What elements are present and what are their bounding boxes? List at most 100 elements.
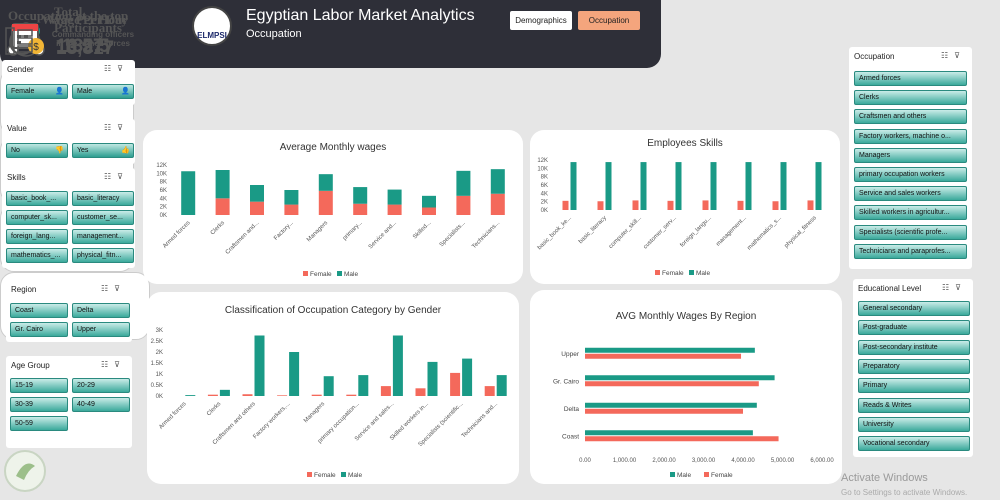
bar-male bbox=[185, 395, 196, 396]
page-subtitle: Occupation bbox=[246, 28, 302, 40]
education-chip[interactable]: Vocational secondary bbox=[858, 436, 970, 452]
age-chip[interactable]: 30-39 bbox=[10, 397, 68, 412]
occupation-chip[interactable]: Technicians and paraprofes... bbox=[854, 243, 967, 259]
x-tick-label: 5,000.00 bbox=[771, 458, 795, 464]
skill-chip[interactable]: management... bbox=[72, 229, 134, 244]
occupation-button[interactable]: Occupation bbox=[578, 11, 640, 30]
occupation-chip[interactable]: Managers bbox=[854, 147, 967, 163]
education-chip[interactable]: Post-secondary institute bbox=[858, 339, 970, 355]
region-chip[interactable]: Coast bbox=[10, 303, 68, 318]
multi-select-icon[interactable]: ☷ bbox=[103, 172, 118, 181]
education-chip[interactable]: Preparatory bbox=[858, 358, 970, 374]
education-chip[interactable]: Primary bbox=[858, 378, 970, 394]
x-tick-label: basic_book_ke... bbox=[537, 215, 573, 251]
header-banner: ELMPSI Egyptian Labor Market Analytics O… bbox=[0, 0, 661, 68]
skill-chip[interactable]: computer_sk... bbox=[6, 210, 68, 225]
education-chip[interactable]: General secondary bbox=[858, 301, 970, 316]
age-chip[interactable]: 50-59 bbox=[10, 416, 68, 431]
age-chip[interactable]: 20-29 bbox=[72, 378, 130, 393]
demographics-button[interactable]: Demographics bbox=[510, 11, 572, 30]
slicer-value: Value ☷⊽ No 👎 Yes 👍 bbox=[2, 119, 135, 164]
skill-chip[interactable]: foreign_lang... bbox=[6, 229, 68, 244]
slicer-tools: ☷⊽ bbox=[104, 123, 129, 132]
legend-swatch bbox=[670, 472, 675, 477]
occupation-chip[interactable]: Armed forces bbox=[854, 71, 967, 86]
x-tick-label: 3,000.00 bbox=[692, 458, 716, 464]
svg-text:$: $ bbox=[33, 42, 39, 53]
logo-text: ELMPSI bbox=[197, 31, 227, 40]
slicer-tools: ☷⊽ bbox=[942, 283, 967, 292]
skill-chip[interactable]: basic_literacy bbox=[72, 191, 134, 206]
bar-male bbox=[318, 174, 333, 191]
bar-female bbox=[318, 190, 333, 215]
region-chip[interactable]: Upper bbox=[72, 322, 130, 337]
occupation-chip[interactable]: Factory workers, machine o... bbox=[854, 128, 967, 144]
skill-chip[interactable]: physical_fitn... bbox=[72, 248, 134, 263]
slicer-tools: ☷⊽ bbox=[101, 284, 126, 293]
bar-female bbox=[380, 386, 391, 396]
multi-select-icon[interactable]: ☷ bbox=[940, 51, 955, 60]
occupation-chip[interactable]: Skilled workers in agricultur... bbox=[854, 205, 967, 221]
y-tick-label: Coast bbox=[562, 433, 579, 440]
skill-chip[interactable]: basic_book_... bbox=[6, 191, 68, 206]
multi-select-icon[interactable]: ☷ bbox=[100, 284, 115, 293]
region-chip[interactable]: Delta bbox=[72, 303, 130, 318]
activate-windows-title: Activate Windows bbox=[841, 472, 928, 484]
bar-male bbox=[675, 162, 682, 210]
clear-filter-icon[interactable]: ⊽ bbox=[954, 51, 966, 60]
clear-filter-icon[interactable]: ⊽ bbox=[117, 123, 129, 132]
bar-male bbox=[780, 162, 787, 210]
gender-chip-male[interactable]: Male 👤 bbox=[72, 84, 134, 99]
bar-female bbox=[422, 207, 436, 215]
multi-select-icon[interactable]: ☷ bbox=[103, 123, 118, 132]
x-tick-label: Managers bbox=[303, 401, 326, 424]
education-chip[interactable]: Reads & Writes bbox=[858, 397, 970, 413]
education-chip[interactable]: University bbox=[858, 416, 970, 432]
clear-filter-icon[interactable]: ⊽ bbox=[114, 284, 126, 293]
thumbs-up-icon: 👍 bbox=[121, 147, 130, 154]
avg-monthly-wages-chart: 0K 2K 4K 6K 8K 10K 12K Armed forces ClerksCrafts… bbox=[156, 163, 505, 278]
multi-select-icon[interactable]: ☷ bbox=[941, 283, 956, 292]
region-chip[interactable]: Gr. Cairo bbox=[10, 322, 68, 337]
occupation-chip[interactable]: Clerks bbox=[854, 90, 967, 106]
y-tick-label: 8K bbox=[160, 180, 167, 186]
occupation-chip[interactable]: primary occupation workers bbox=[854, 167, 967, 182]
y-tick-label: Delta bbox=[564, 406, 580, 413]
bar-female bbox=[585, 408, 743, 414]
occupation-chip[interactable]: Service and sales workers bbox=[854, 186, 967, 202]
age-chip[interactable]: 40-49 bbox=[72, 397, 130, 412]
multi-select-icon[interactable]: ☷ bbox=[103, 64, 118, 73]
x-tick-label: basic_literacy bbox=[578, 215, 608, 245]
education-chip[interactable]: Post-graduate bbox=[858, 320, 970, 336]
x-tick-label: Skilled... bbox=[412, 220, 433, 241]
gender-chip-female[interactable]: Female 👤 bbox=[6, 84, 68, 99]
y-tick-label: 0K bbox=[541, 208, 548, 214]
multi-select-icon[interactable]: ☷ bbox=[100, 360, 115, 369]
clear-filter-icon[interactable]: ⊽ bbox=[955, 283, 967, 292]
slicer-title: Age Group bbox=[11, 361, 50, 370]
y-tick-label: Upper bbox=[561, 351, 580, 358]
occupation-chip[interactable]: Craftsmen and others bbox=[854, 109, 967, 125]
x-tick-label: Factory... bbox=[273, 220, 295, 242]
bar-female bbox=[277, 395, 288, 396]
clear-filter-icon[interactable]: ⊽ bbox=[117, 172, 129, 181]
value-chip-yes[interactable]: Yes 👍 bbox=[72, 143, 134, 158]
chart-title: Average Monthly wages bbox=[279, 142, 387, 153]
bar-male bbox=[815, 162, 822, 210]
clear-filter-icon[interactable]: ⊽ bbox=[114, 360, 126, 369]
skill-chip[interactable]: customer_se... bbox=[72, 210, 134, 225]
bar-female bbox=[284, 204, 299, 215]
chart-title: Classification of Occupation Category by… bbox=[224, 305, 442, 316]
y-tick-label: 2K bbox=[156, 350, 163, 356]
legend-swatch bbox=[307, 472, 312, 477]
x-tick-label: 2,000.00 bbox=[652, 458, 676, 464]
age-chip[interactable]: 15-19 bbox=[10, 378, 68, 393]
x-tick-label: Technicians and... bbox=[461, 401, 499, 439]
clear-filter-icon[interactable]: ⊽ bbox=[117, 64, 129, 73]
x-tick-label: Technicians... bbox=[471, 220, 501, 250]
occupation-chip[interactable]: Specialists (scientific profe... bbox=[854, 224, 967, 240]
slicer-tools: ☷⊽ bbox=[104, 64, 129, 73]
skill-chip[interactable]: mathematics_... bbox=[6, 248, 68, 263]
chart-card-occupation-by-gender: Classification of Occupation Category by… bbox=[147, 292, 519, 484]
value-chip-no[interactable]: No 👎 bbox=[6, 143, 68, 158]
